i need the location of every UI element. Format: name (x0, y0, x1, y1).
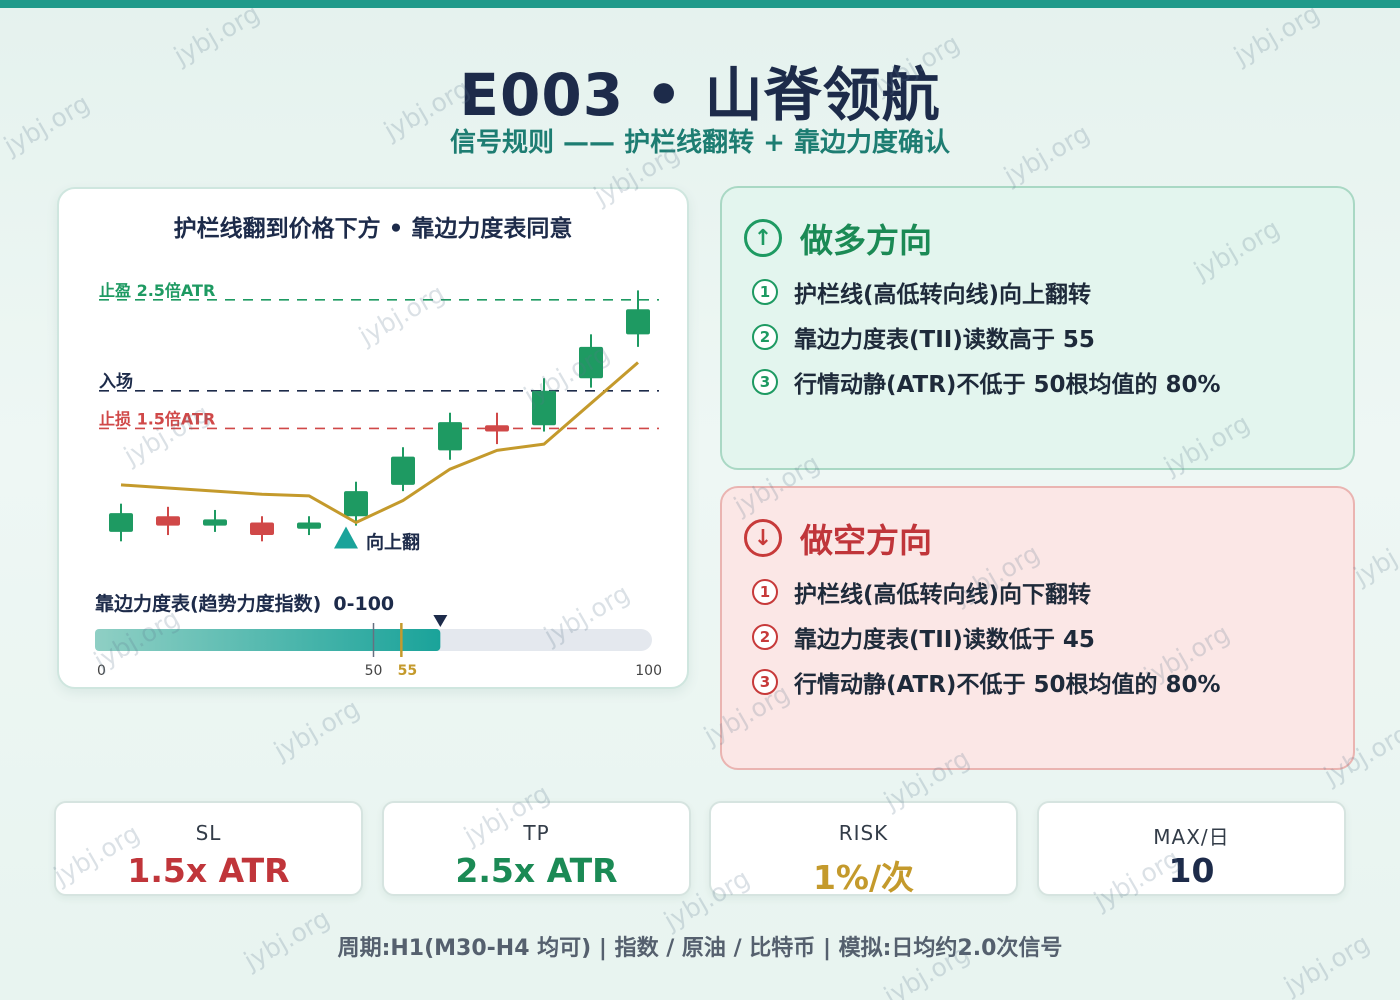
gauge-title: 靠边力度表(趋势力度指数) 0-100 (95, 592, 394, 615)
candle (626, 290, 650, 347)
short-rule-2: 2 靠边力度表(TII)读数低于 45 (752, 620, 1095, 654)
rule-text: 靠边力度表(TII)读数高于 55 (794, 327, 1095, 353)
gauge-tick-100: 100 (635, 663, 662, 679)
stat-value: 1%/次 (812, 858, 915, 897)
gauge-fill (95, 629, 441, 651)
candle (109, 503, 133, 542)
arrow-up-circle-icon: ↑ (744, 219, 782, 257)
candle-body (203, 519, 227, 526)
short-header: ↓ 做空方向 (744, 514, 932, 562)
rule-number-icon: 2 (752, 624, 778, 650)
rule-text: 行情动静(ATR)不低于 50根均值的 80% (794, 372, 1221, 398)
gauge-tick-55: 55 (398, 663, 417, 679)
candle-body (344, 491, 368, 517)
candlestick-chart: 止盈 2.5倍ATR 入场 止损 1.5倍ATR 向上翻 靠边力度表(趋势力度指… (95, 281, 662, 679)
rule-text: 护栏线(高低转向线)向下翻转 (794, 582, 1092, 608)
stat-label: SL (195, 821, 222, 845)
rule-text: 靠边力度表(TII)读数低于 45 (794, 627, 1095, 653)
short-rule-3: 3 行情动静(ATR)不低于 50根均值的 80% (752, 665, 1221, 699)
page-title: E003 • 山脊领航 (459, 61, 941, 129)
watermark-text: jybj.org (1349, 518, 1400, 591)
candle (579, 334, 603, 388)
candle (391, 447, 415, 492)
footer-info: 周期:H1(M30-H4 均可) | 指数 / 原油 / 比特币 | 模拟:日均… (337, 936, 1063, 961)
rule-text: 护栏线(高低转向线)向上翻转 (794, 282, 1092, 308)
rule-number-icon: 3 (752, 669, 778, 695)
arrow-down-circle-icon: ↓ (744, 519, 782, 557)
gauge-tick-50: 50 (365, 663, 383, 679)
stat-value: 1.5x ATR (127, 851, 290, 890)
flip-label: 向上翻 (366, 532, 420, 554)
rule-number-icon: 2 (752, 324, 778, 350)
stop-loss-label: 止损 1.5倍ATR (99, 409, 215, 428)
stat-label: RISK (838, 821, 889, 845)
long-title: 做多方向 (800, 221, 932, 260)
long-rule-2: 2 靠边力度表(TII)读数高于 55 (752, 320, 1095, 354)
candle-body (485, 425, 509, 432)
long-rule-1: 1 护栏线(高低转向线)向上翻转 (752, 275, 1091, 309)
candle (344, 481, 368, 526)
candle-body (579, 346, 603, 379)
chart-panel: 护栏线翻到价格下方 • 靠边力度表同意 止盈 2.5倍ATR 入场 止损 1.5… (57, 187, 689, 689)
long-rule-3: 3 行情动静(ATR)不低于 50根均值的 80% (752, 365, 1221, 399)
take-profit-label: 止盈 2.5倍ATR (99, 281, 215, 300)
stat-card-sl: SL 1.5x ATR (54, 801, 363, 896)
candle-body (532, 390, 556, 426)
watermark-text: jybj.org (269, 693, 365, 766)
candle-body (297, 522, 321, 529)
candle (156, 506, 180, 536)
short-title: 做空方向 (800, 521, 932, 560)
stat-card-tp: TP 2.5x ATR (382, 801, 691, 896)
flip-marker-icon (334, 526, 358, 549)
stat-label: TP (523, 821, 550, 845)
entry-label: 入场 (99, 372, 133, 392)
rule-number-icon: 3 (752, 369, 778, 395)
stat-label: MAX/日 (1153, 825, 1230, 849)
long-header: ↑ 做多方向 (744, 214, 932, 262)
candle (297, 516, 321, 536)
guardrail-line (120, 361, 639, 524)
rule-number-icon: 1 (752, 579, 778, 605)
candle (250, 516, 274, 542)
candle (438, 412, 462, 460)
short-direction-panel: ↓ 做空方向 1 护栏线(高低转向线)向下翻转 2 靠边力度表(TII)读数低于… (720, 486, 1355, 770)
candle-body (391, 456, 415, 485)
candle (203, 509, 227, 532)
short-rule-1: 1 护栏线(高低转向线)向下翻转 (752, 575, 1091, 609)
candle-body (109, 513, 133, 532)
candle (532, 378, 556, 432)
candle-body (156, 516, 180, 526)
rule-text: 行情动静(ATR)不低于 50根均值的 80% (794, 672, 1221, 698)
long-direction-panel: ↑ 做多方向 1 护栏线(高低转向线)向上翻转 2 靠边力度表(TII)读数高于… (720, 186, 1355, 470)
candle-body (250, 522, 274, 536)
rule-number-icon: 1 (752, 279, 778, 305)
stat-value: 10 (1168, 851, 1215, 890)
gauge-tick-0: 0 (97, 663, 106, 679)
top-accent-bar (0, 0, 1400, 8)
stat-value: 2.5x ATR (455, 851, 618, 890)
candle-body (626, 309, 650, 335)
chart-title: 护栏线翻到价格下方 • 靠边力度表同意 (173, 216, 573, 242)
stat-card-risk: RISK 1%/次 (709, 801, 1018, 897)
gauge-pointer-icon (433, 615, 448, 627)
page-subtitle: 信号规则 —— 护栏线翻转 + 靠边力度确认 (450, 128, 950, 158)
candle-body (438, 422, 462, 451)
stat-card-max: MAX/日 10 (1037, 801, 1346, 896)
candle (485, 412, 509, 445)
